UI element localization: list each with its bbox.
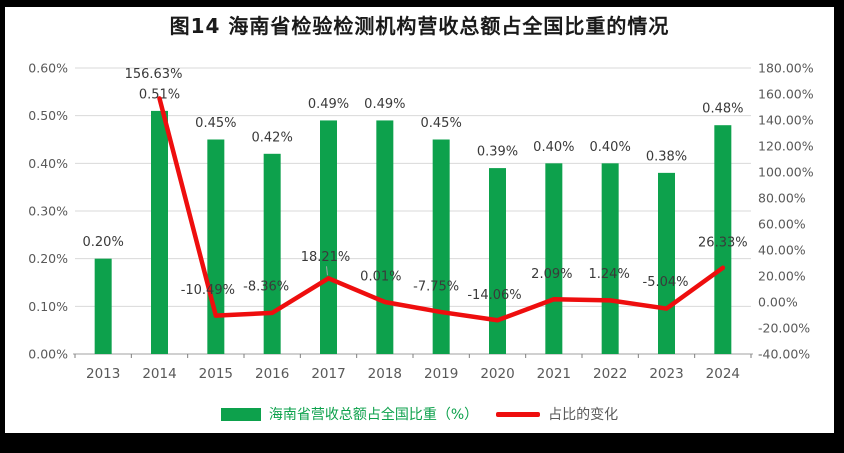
left-axis-tick-label: 0.60% bbox=[28, 61, 68, 76]
bar-2021 bbox=[545, 163, 563, 354]
x-axis-category-label: 2023 bbox=[649, 366, 683, 382]
legend-bar-swatch-icon bbox=[220, 407, 261, 421]
line-value-label: 2.09% bbox=[531, 267, 572, 282]
x-axis-category-label: 2015 bbox=[199, 366, 233, 382]
right-axis-tick-label: 60.00% bbox=[758, 217, 806, 232]
x-axis-category-label: 2013 bbox=[86, 366, 120, 382]
line-value-label: -8.36% bbox=[243, 279, 289, 294]
bar-value-label: 0.39% bbox=[477, 145, 518, 160]
bar-2023 bbox=[658, 172, 675, 354]
bar-2019 bbox=[432, 139, 450, 354]
x-axis-category-label: 2014 bbox=[142, 366, 176, 382]
label-leader-line bbox=[326, 266, 328, 276]
left-axis-tick-label: 0.00% bbox=[28, 347, 68, 362]
x-axis-category-label: 2016 bbox=[255, 366, 289, 382]
right-axis-tick-label: 80.00% bbox=[758, 191, 806, 206]
bar-2024 bbox=[714, 125, 732, 354]
bar-2016 bbox=[263, 153, 281, 354]
bar-value-label: 0.38% bbox=[646, 149, 687, 164]
left-axis-tick-label: 0.10% bbox=[28, 299, 68, 314]
bar-2015 bbox=[207, 139, 225, 354]
x-axis-category-label: 2018 bbox=[368, 366, 402, 382]
bar-value-label: 0.45% bbox=[421, 116, 462, 131]
bar-2014 bbox=[151, 110, 168, 355]
right-axis-tick-label: 180.00% bbox=[758, 61, 814, 76]
bar-value-label: 0.45% bbox=[195, 116, 236, 131]
right-axis-tick-label: 100.00% bbox=[758, 165, 814, 180]
change-line bbox=[157, 96, 726, 323]
left-axis-tick-label: 0.20% bbox=[28, 251, 68, 266]
bar-value-label: 0.42% bbox=[252, 130, 293, 145]
right-axis-tick-label: -20.00% bbox=[758, 321, 810, 336]
x-axis-category-label: 2020 bbox=[480, 366, 514, 382]
legend-line-swatch-icon bbox=[496, 411, 541, 417]
bar-2020 bbox=[489, 168, 506, 354]
bar-value-label: 0.40% bbox=[590, 140, 631, 155]
right-axis-tick-label: 160.00% bbox=[758, 87, 814, 102]
line-value-label: 0.01% bbox=[360, 269, 401, 284]
left-axis-tick-label: 0.30% bbox=[28, 204, 68, 219]
legend: 海南省营收总额占全国比重（%） 占比的变化 bbox=[5, 401, 834, 427]
x-axis-category-label: 2021 bbox=[537, 366, 571, 382]
bar-value-label: 0.51% bbox=[139, 87, 180, 102]
bar-value-label: 0.49% bbox=[308, 97, 349, 112]
legend-bar-label: 海南省营收总额占全国比重（%） bbox=[268, 407, 479, 423]
bar-value-label: 0.20% bbox=[83, 235, 124, 250]
bar-value-label: 0.40% bbox=[533, 140, 574, 155]
x-axis-category-label: 2024 bbox=[706, 366, 740, 382]
bar-2017 bbox=[320, 120, 337, 354]
chart-title: 图14 海南省检验检测机构营收总额占全国比重的情况 bbox=[169, 14, 670, 38]
left-axis-tick-label: 0.40% bbox=[28, 156, 68, 171]
x-axis-category-label: 2017 bbox=[311, 366, 345, 382]
line-value-label: -14.06% bbox=[467, 288, 521, 303]
line-value-label: -7.75% bbox=[413, 280, 459, 295]
right-axis-tick-label: -40.00% bbox=[758, 347, 810, 362]
line-value-label: -5.04% bbox=[643, 275, 689, 290]
line-value-label: -10.49% bbox=[181, 283, 235, 298]
chart-canvas bbox=[5, 7, 834, 433]
right-axis-tick-label: 0.00% bbox=[758, 295, 798, 310]
right-axis-tick-label: 120.00% bbox=[758, 139, 814, 154]
x-axis-category-label: 2019 bbox=[424, 366, 458, 382]
left-axis-tick-label: 0.50% bbox=[28, 108, 68, 123]
legend-line-label: 占比的变化 bbox=[548, 407, 619, 423]
line-value-label: 1.24% bbox=[589, 267, 630, 282]
right-axis-tick-label: 20.00% bbox=[758, 269, 806, 284]
bar-2013 bbox=[94, 258, 112, 354]
bar-value-label: 0.48% bbox=[702, 102, 743, 117]
right-axis-tick-label: 40.00% bbox=[758, 243, 806, 258]
line-value-label: 156.63% bbox=[125, 67, 183, 82]
right-axis-tick-label: 140.00% bbox=[758, 113, 814, 128]
bar-value-label: 0.49% bbox=[364, 97, 405, 112]
bar-2018 bbox=[376, 120, 394, 354]
line-value-label: 26.33% bbox=[698, 235, 748, 250]
line-value-label: 18.21% bbox=[301, 250, 351, 265]
x-axis-category-label: 2022 bbox=[593, 366, 627, 382]
bar-2022 bbox=[601, 163, 619, 354]
